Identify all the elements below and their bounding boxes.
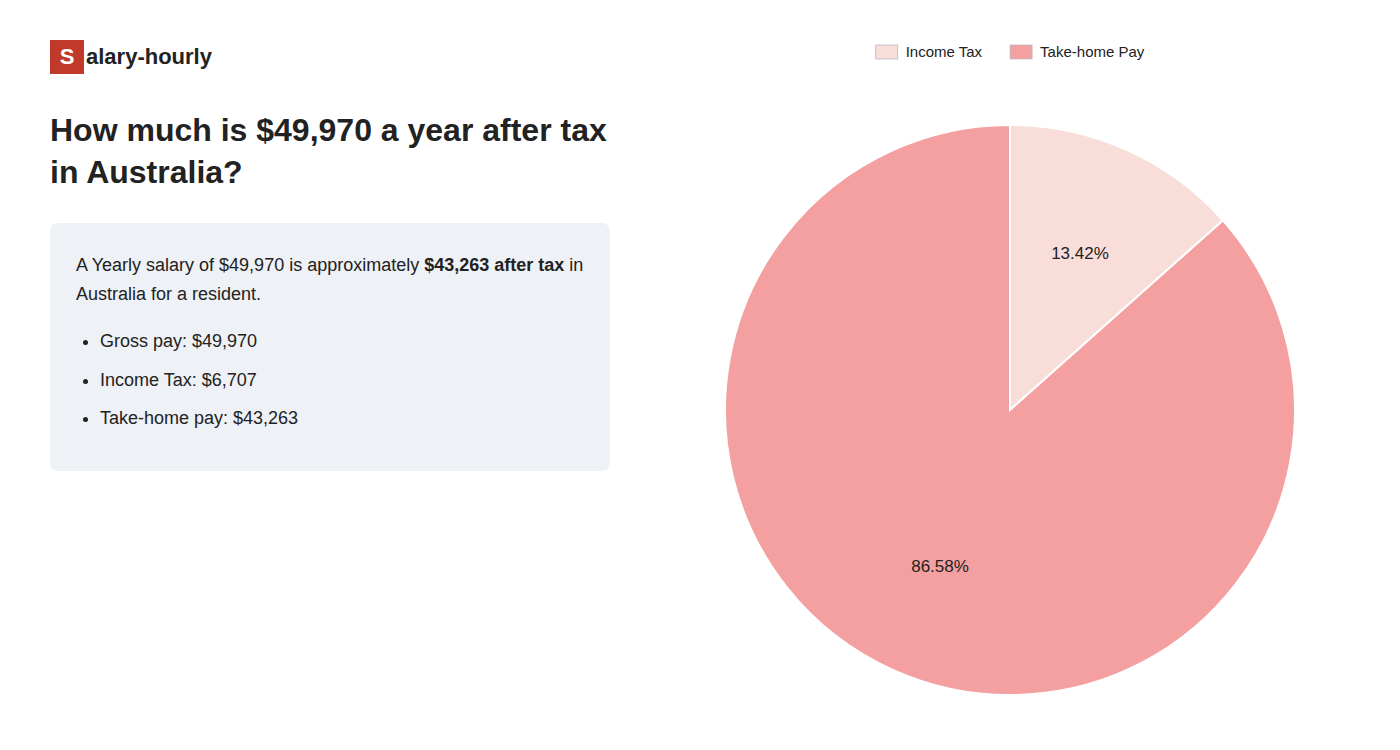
- data-labels: 13.42% 86.58%: [911, 244, 1109, 575]
- page: {"chart_data": {"type": "pie", "title": …: [0, 0, 1400, 750]
- bullet-item: Gross pay: $49,970: [100, 327, 584, 356]
- pie-slice: [725, 125, 1295, 695]
- logo-mark: S: [50, 40, 84, 74]
- info-box: A Yearly salary of $49,970 is approximat…: [50, 223, 610, 471]
- legend-item: Income Tax: [876, 43, 983, 60]
- bullet-item: Income Tax: $6,707: [100, 366, 584, 395]
- pie-chart: Income Tax Take-home Pay 13.42% 86.58%: [640, 0, 1380, 750]
- data-label: 86.58%: [911, 557, 969, 576]
- legend-swatch: [876, 45, 898, 59]
- legend-label: Income Tax: [906, 43, 983, 60]
- slices: [725, 125, 1295, 695]
- summary-text: in: [564, 255, 583, 275]
- legend: Income Tax Take-home Pay: [876, 43, 1145, 60]
- text-panel: Salary-hourly How much is $49,970 a year …: [50, 40, 610, 471]
- title: How much is $49,970 a year after tax in …: [50, 110, 610, 193]
- legend-swatch: [1010, 45, 1032, 59]
- legend-item: Take-home Pay: [1010, 43, 1145, 60]
- summary-text: Australia for a resident.: [76, 284, 261, 304]
- summary-highlight: $43,263 after tax: [424, 255, 564, 275]
- summary-text: A Yearly salary of $49,970 is approximat…: [76, 255, 424, 275]
- summary: A Yearly salary of $49,970 is approximat…: [76, 251, 584, 309]
- bullet-list: Gross pay: $49,970 Income Tax: $6,707 Take…: [76, 327, 584, 433]
- legend-label: Take-home Pay: [1040, 43, 1145, 60]
- bullet-item: Take-home pay: $43,263: [100, 404, 584, 433]
- logo: Salary-hourly: [50, 40, 610, 74]
- chart-area: Income Tax Take-home Pay 13.42% 86.58%: [640, 0, 1380, 750]
- data-label: 13.42%: [1051, 244, 1109, 263]
- logo-text: alary-hourly: [86, 44, 212, 70]
